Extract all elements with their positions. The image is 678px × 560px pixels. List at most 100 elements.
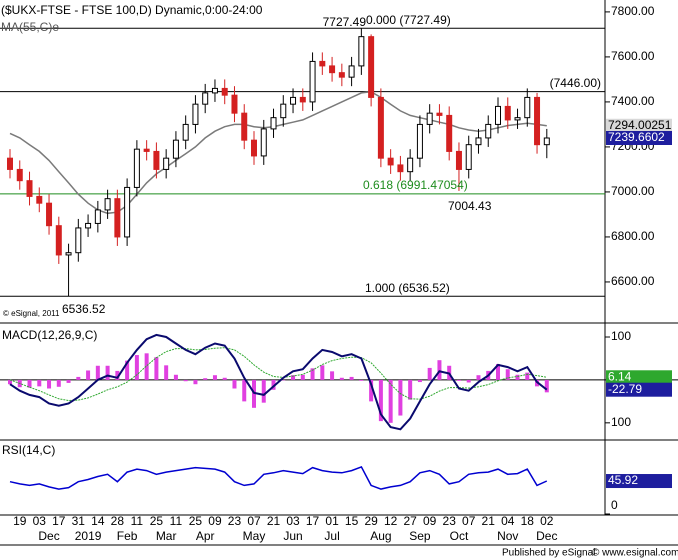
last-value-box — [606, 382, 672, 397]
x-tick-label: 09 — [423, 514, 437, 528]
candle-body — [416, 123, 423, 159]
y-tick-label: 7800.00 — [611, 4, 655, 18]
histogram-bar — [476, 375, 481, 380]
footer-text: © www.esignal.com — [592, 548, 678, 559]
level-label: 0.000 (7727.49) — [366, 13, 451, 27]
rsi-line — [9, 465, 548, 490]
histogram-bar — [427, 367, 432, 380]
histogram-bar — [398, 379, 403, 416]
histogram-bar — [437, 360, 442, 380]
histogram-bar — [544, 379, 549, 393]
x-tick-label: 23 — [443, 514, 457, 528]
x-month-label: 2019 — [75, 529, 102, 543]
histogram-bar — [203, 378, 208, 380]
x-tick-label: 29 — [364, 514, 378, 528]
candle-body — [436, 112, 443, 116]
x-tick-label: 11 — [131, 514, 144, 528]
candle-body — [495, 105, 501, 125]
x-tick-label: 14 — [91, 514, 105, 528]
candle-body — [221, 87, 228, 96]
candle-body — [211, 87, 218, 94]
candle-body — [182, 123, 189, 141]
histogram-bar — [271, 379, 276, 390]
candle-body — [514, 117, 521, 121]
candle-body — [251, 139, 257, 157]
histogram-bar — [144, 353, 149, 380]
level-label: 1.000 (6536.52) — [365, 281, 450, 295]
histogram-bar — [456, 379, 461, 381]
histogram-bar — [261, 379, 266, 403]
macd-title: MACD(12,26,9,C) — [2, 328, 97, 342]
candle-body — [270, 117, 277, 130]
candle-body — [504, 105, 511, 121]
x-tick-label: 03 — [33, 514, 47, 528]
x-month-label: Nov — [497, 529, 518, 543]
high-label: 7727.49 — [323, 15, 367, 29]
x-tick-label: 15 — [345, 514, 359, 528]
histogram-bar — [66, 379, 71, 383]
histogram-bar — [115, 370, 120, 380]
histogram-bar — [408, 379, 413, 400]
y-tick-label: 0 — [611, 498, 618, 512]
histogram-bar — [232, 379, 237, 389]
candle-body — [319, 60, 326, 67]
candle-body — [407, 157, 414, 173]
candle-body — [290, 96, 297, 105]
histogram-bar — [183, 379, 188, 382]
candle-body — [299, 96, 306, 103]
candle-body — [143, 148, 150, 152]
last-value-box — [606, 370, 672, 385]
last-value-label: 6.14 — [608, 369, 632, 383]
candle-body — [124, 186, 131, 238]
histogram-bar — [242, 379, 247, 402]
candle-body — [231, 94, 238, 114]
histogram-bar — [164, 365, 169, 380]
histogram-bar — [47, 379, 52, 389]
histogram-bar — [8, 379, 12, 385]
x-tick-label: 07 — [247, 514, 261, 528]
candle-body — [75, 227, 82, 254]
candle-body — [65, 252, 72, 256]
y-tick-label: 7000.00 — [611, 184, 655, 198]
histogram-bar — [291, 375, 296, 380]
candle-body — [387, 157, 394, 166]
candle-body — [85, 222, 92, 229]
low-label: 6536.52 — [62, 302, 106, 316]
x-tick-label: 04 — [501, 514, 515, 528]
y-tick-label: 100 — [611, 415, 631, 429]
x-tick-label: 27 — [403, 514, 417, 528]
candle-body — [133, 148, 140, 188]
histogram-bar — [359, 379, 364, 381]
last-value-label: 45.92 — [608, 473, 638, 487]
histogram-bar — [105, 365, 110, 380]
candle-body — [485, 123, 492, 139]
last-value-box — [606, 130, 672, 145]
x-tick-label: 07 — [462, 514, 476, 528]
x-tick-label: 31 — [72, 514, 86, 528]
x-tick-label: 18 — [521, 514, 535, 528]
candle-body — [377, 96, 384, 159]
watermark: © eSignal, 2011 — [3, 309, 60, 318]
histogram-bar — [369, 379, 374, 402]
candle-body — [192, 103, 199, 125]
histogram-bar — [378, 379, 383, 422]
x-tick-label: 01 — [325, 514, 339, 528]
candle-body — [16, 168, 23, 182]
x-tick-label: 09 — [208, 514, 222, 528]
last-value-box — [606, 118, 672, 133]
candle-body — [94, 209, 101, 224]
candle-body — [114, 198, 121, 238]
y-tick-label: 7600.00 — [611, 49, 655, 63]
x-tick-label: 21 — [482, 514, 496, 528]
x-tick-label: 17 — [306, 514, 320, 528]
x-tick-label: 11 — [170, 514, 183, 528]
level-label: 0.618 (6991.47054) — [363, 178, 468, 192]
histogram-bar — [466, 379, 471, 383]
histogram-bar — [515, 374, 520, 380]
candle-body — [446, 114, 453, 152]
x-tick-label: 25 — [150, 514, 164, 528]
x-month-label: Feb — [117, 529, 138, 543]
x-month-label: Dec — [536, 529, 557, 543]
candle-body — [104, 198, 111, 211]
histogram-bar — [496, 364, 500, 380]
